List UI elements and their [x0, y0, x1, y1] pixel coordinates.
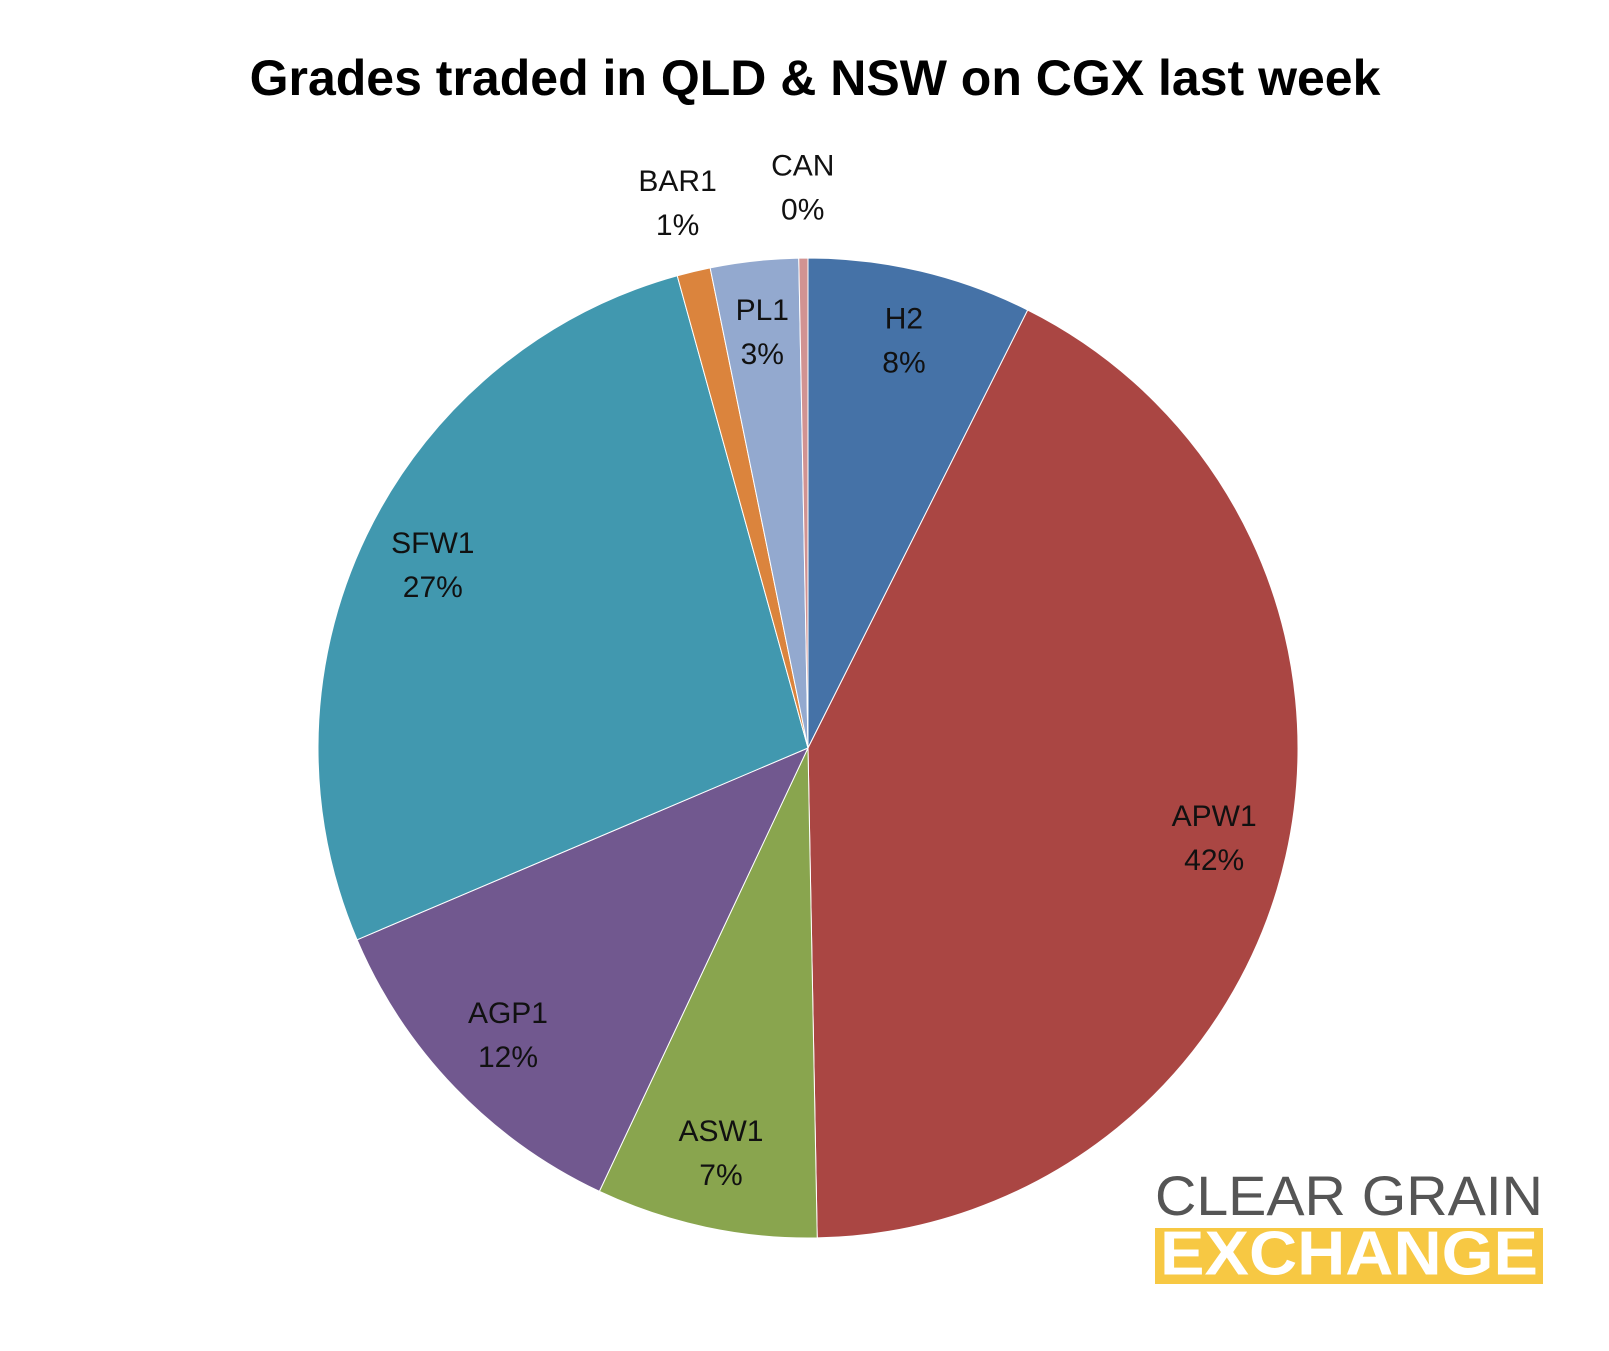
pie-slice — [798, 257, 809, 749]
pie-slice — [807, 257, 1029, 749]
slice-value-label: 0% — [781, 193, 824, 226]
chart-title: Grades traded in QLD & NSW on CGX last w… — [250, 50, 1381, 106]
slice-label: BAR1 — [638, 165, 716, 198]
slice-value-label: 3% — [741, 338, 784, 371]
pie-slice — [807, 309, 1299, 1239]
slice-label: AGP1 — [468, 997, 548, 1030]
pie-slice — [317, 275, 809, 941]
slice-value-label: 8% — [882, 347, 925, 380]
logo-band — [1155, 1228, 1543, 1284]
slice-value-label: 12% — [478, 1041, 538, 1074]
slice-label: H2 — [885, 303, 923, 336]
slice-label: APW1 — [1172, 800, 1257, 833]
slice-value-label: 42% — [1184, 844, 1244, 877]
pie-slice — [598, 747, 818, 1239]
logo: CLEAR GRAIN EXCHANGE — [1155, 1164, 1543, 1288]
slice-value-label: 1% — [656, 209, 699, 242]
slice-value-label: 27% — [403, 571, 463, 604]
slice-label: CAN — [771, 149, 834, 182]
slice-label: ASW1 — [678, 1115, 763, 1148]
logo-line2: EXCHANGE — [1160, 1219, 1538, 1288]
slice-label: PL1 — [736, 294, 789, 327]
logo-line1: CLEAR GRAIN — [1155, 1164, 1543, 1227]
slice-label: SFW1 — [391, 527, 474, 560]
slice-value-label: 7% — [699, 1159, 742, 1192]
pie-slice — [356, 747, 810, 1193]
